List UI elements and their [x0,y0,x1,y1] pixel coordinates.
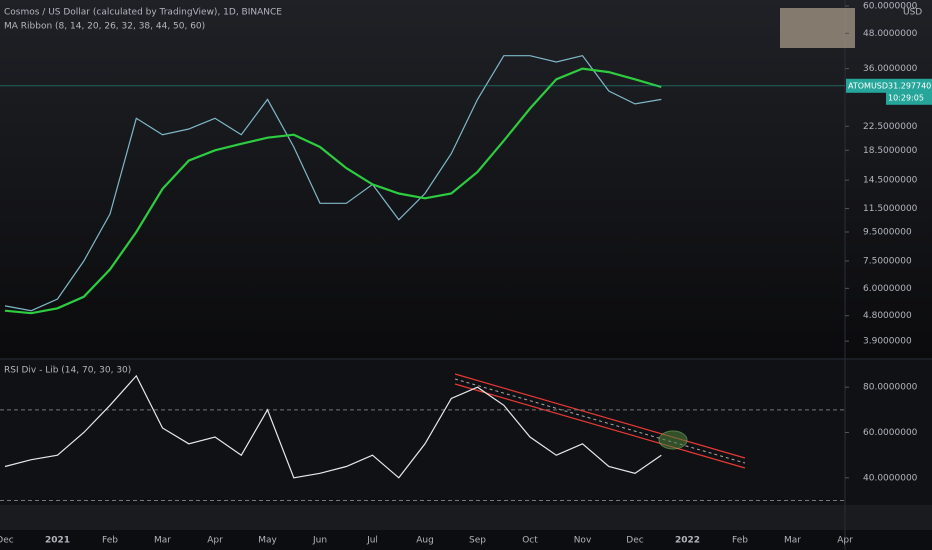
y-tick-label: 40.0000000 [863,473,918,483]
symbol-badge [846,78,886,93]
highlight [658,430,688,450]
y-tick-label: 3.9000000 [863,337,912,347]
x-tick-label: Feb [102,536,118,546]
price-panel [0,0,932,358]
rsi-panel [0,360,932,505]
rsi-label: RSI Div - Lib (14, 70, 30, 30) [4,366,131,376]
x-tick-label: Apr [837,536,853,546]
x-tick-label: Mar [154,536,171,546]
series-line [4,67,662,315]
trendline-mid [454,378,746,464]
y-tick-label: 6.0000000 [863,284,912,294]
y-tick-label: 7.5000000 [863,256,912,266]
y-tick-label: 60.0000000 [863,428,918,438]
trendline [454,383,746,469]
price-badge [886,78,932,105]
x-tick-label: Oct [522,536,538,546]
countdown-label: 10:29:05 [888,93,924,102]
x-tick-label: May [258,536,277,546]
bottom-strip [0,505,932,530]
x-tick-label: Nov [574,536,592,546]
x-tick-label: Dec [0,536,14,546]
y-tick-label: 11.5000000 [863,204,918,214]
x-tick-label: Jul [366,536,378,546]
series-line [4,55,662,312]
x-tick-label: Sep [469,536,486,546]
y-tick-label: 22.5000000 [863,122,918,132]
watermark [780,8,855,48]
chart-title: Cosmos / US Dollar (calculated by Tradin… [4,8,282,18]
unit-label: USD [903,8,922,18]
y-tick-label: 60.0000000 [863,1,918,11]
y-tick-label: 18.5000000 [863,146,918,156]
indicator-label: MA Ribbon (8, 14, 20, 26, 32, 38, 44, 50… [4,22,205,32]
x-tick-label: 2022 [675,536,700,546]
trendline [454,373,746,459]
x-tick-label: Jun [312,536,327,546]
y-tick-label: 14.5000000 [863,176,918,186]
x-tick-label: Dec [626,536,643,546]
x-tick-label: Feb [732,536,748,546]
y-tick-label: 36.0000000 [863,64,918,74]
y-tick-label: 80.0000000 [863,383,918,393]
symbol-label: ATOMUSD [848,81,888,90]
y-tick-label: 4.8000000 [863,311,912,321]
y-tick-label: 48.0000000 [863,29,918,39]
x-tick-label: Mar [784,536,801,546]
series-line [4,374,662,479]
x-tick-label: 2021 [45,536,70,546]
x-tick-label: Aug [416,536,434,546]
price-label: 31.2977405 [888,81,932,90]
y-tick-label: 9.5000000 [863,227,912,237]
x-tick-label: Apr [207,536,223,546]
